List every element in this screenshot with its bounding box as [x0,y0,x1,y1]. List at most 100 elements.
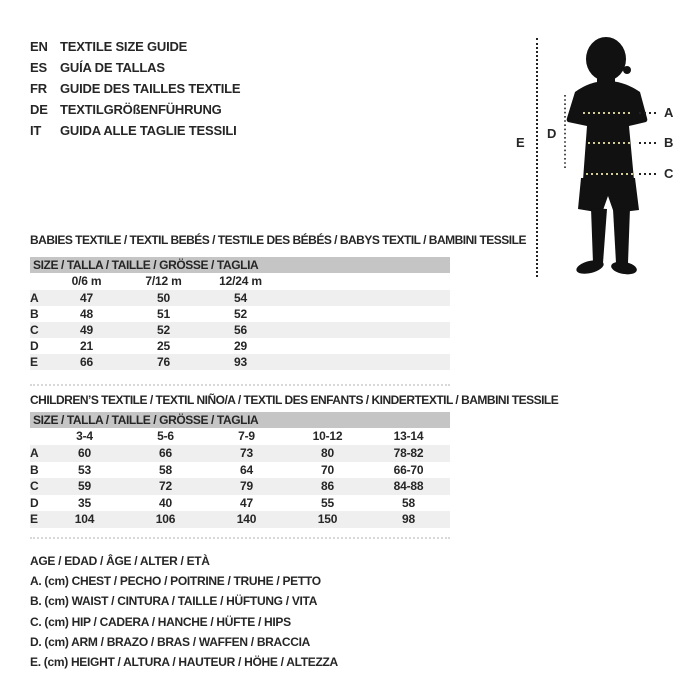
table-row: B 48 51 52 [30,306,450,322]
table-cell: 106 [155,512,176,527]
language-code: EN [30,39,48,54]
table-cell: 35 [78,495,91,510]
table-cell: 48 [80,307,93,321]
table-cell: 73 [240,446,253,460]
measure-label-chest: A [664,105,674,120]
babies-size-table: SIZE / TALLA / TAILLE / GRÖSSE / TAGLIA … [30,257,450,370]
column-header: 0/6 m [71,274,102,288]
row-label: B [30,462,39,477]
table-cell: 93 [234,355,247,369]
table-row: D 21 25 29 [30,338,450,354]
table-cell: 55 [321,495,334,510]
language-title: GUIDE DES TAILLES TEXTILE [60,81,241,96]
table-row: C 59 72 79 86 84-88 [30,478,450,495]
language-title-list: EN TEXTILE SIZE GUIDE ES GUÍA DE TALLAS FR GU… [30,36,241,141]
table-row: E 104 106 140 150 98 [30,511,450,528]
column-header-row: 0/6 m 7/12 m 12/24 m [30,273,450,290]
table-cell: 51 [157,307,170,321]
table-row: A 47 50 54 [30,290,450,306]
row-label: B [30,307,39,321]
table-cell: 29 [234,339,247,353]
measure-label-waist: B [664,135,674,150]
language-title: GUÍA DE TALLAS [60,60,165,75]
table-cell: 150 [317,512,338,527]
measure-label-arm: D [547,126,557,141]
language-code: FR [30,81,47,96]
table-cell: 49 [80,323,93,337]
language-row: DE TEXTILGRÖßENFÜHRUNG [30,99,240,120]
table-row: B 53 58 64 70 66-70 [30,462,450,479]
table-cell: 66 [80,355,93,369]
column-header: 3-4 [76,429,93,443]
row-label-spacer [30,273,48,290]
table-row: D 35 40 47 55 58 [30,495,450,512]
babies-section-title: BABIES TEXTILE / TEXTIL BEBÉS / TESTILE … [30,233,526,247]
table-separator [30,384,450,386]
table-body: A 60 66 73 80 78-82 B 53 58 64 70 66-70 C 59 72 79 86 84-… [30,445,450,528]
legend-line: AGE / EDAD / ÂGE / ALTER / ETÀ [30,554,210,568]
table-cell: 50 [157,291,170,305]
row-label: E [30,355,38,369]
row-label: A [30,291,39,305]
table-body: A 47 50 54 B 48 51 52 C 49 52 56 D 21 25 29 E 66 76 93 [30,290,450,370]
table-cell: 72 [159,479,172,494]
column-header-row: 3-4 5-6 7-9 10-12 13-14 [30,428,450,445]
row-label: C [30,479,39,494]
column-header: 7-9 [238,429,255,443]
table-cell: 47 [80,291,93,305]
table-cell: 98 [402,512,415,527]
legend-line: B. (cm) WAIST / CINTURA / TAILLE / HÜFTU… [30,594,318,609]
table-cell: 58 [159,462,172,477]
table-cell: 78-82 [393,446,424,460]
legend-line: E. (cm) HEIGHT / ALTURA / HAUTEUR / HÖHE… [30,655,338,670]
language-code: DE [30,102,48,117]
table-cell: 53 [78,462,91,477]
row-label: A [30,446,39,460]
height-measure-line [536,38,538,277]
language-code: ES [30,60,47,75]
column-header: 13-14 [393,429,424,443]
language-row: ES GUÍA DE TALLAS [30,57,240,78]
row-label: E [30,512,38,527]
table-separator [30,537,450,539]
table-cell: 58 [402,495,415,510]
measure-label-height: E [516,135,525,150]
column-header: 7/12 m [145,274,182,288]
size-header-bar: SIZE / TALLA / TAILLE / GRÖSSE / TAGLIA [30,257,450,273]
table-cell: 54 [234,291,247,305]
table-cell: 70 [321,462,334,477]
row-label: D [30,339,39,353]
language-row: IT GUIDA ALLE TAGLIE TESSILI [30,120,240,141]
table-row: E 66 76 93 [30,354,450,370]
table-cell: 60 [78,446,91,460]
language-title: GUIDA ALLE TAGLIE TESSILI [60,123,237,138]
table-cell: 40 [159,495,172,510]
table-cell: 56 [234,323,247,337]
table-cell: 86 [321,479,334,494]
table-cell: 66 [159,446,172,460]
column-header: 10-12 [312,429,343,443]
table-cell: 59 [78,479,91,494]
table-cell: 104 [74,512,95,527]
measurement-legend: AGE / EDAD / ÂGE / ALTER / ETÀ A. (cm) CH… [30,551,338,672]
child-silhouette [564,37,659,275]
size-header-bar: SIZE / TALLA / TAILLE / GRÖSSE / TAGLIA [30,412,450,428]
table-cell: 21 [80,339,93,353]
column-header: 12/24 m [219,274,262,288]
children-section-title: CHILDREN’S TEXTILE / TEXTIL NIÑO/A / TEX… [30,393,559,407]
row-label: C [30,323,39,337]
table-cell: 79 [240,479,253,494]
language-code: IT [30,123,42,138]
column-header: 5-6 [157,429,174,443]
table-cell: 64 [240,462,253,477]
legend-line: D. (cm) ARM / BRAZO / BRAS / WAFFEN / BR… [30,634,311,649]
table-cell: 140 [236,512,257,527]
table-row: C 49 52 56 [30,322,450,338]
measure-label-hip: C [664,166,674,181]
table-cell: 84-88 [393,479,424,494]
children-size-table: SIZE / TALLA / TAILLE / GRÖSSE / TAGLIA … [30,412,450,528]
table-cell: 25 [157,339,170,353]
row-label-spacer [30,428,44,445]
language-row: FR GUIDE DES TAILLES TEXTILE [30,78,241,99]
